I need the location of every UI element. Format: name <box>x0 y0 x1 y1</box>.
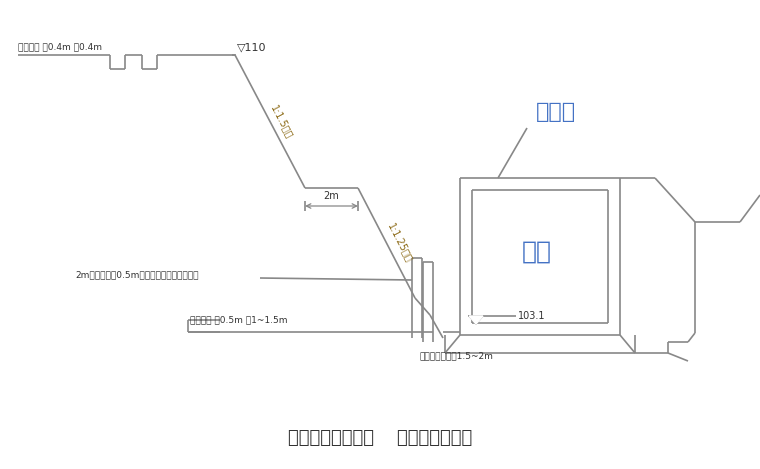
Text: 2m松木桩间距0.5m插入边坡上用竹篱笆围拦: 2m松木桩间距0.5m插入边坡上用竹篱笆围拦 <box>75 271 198 280</box>
Text: ▽110: ▽110 <box>237 42 267 52</box>
Text: 2m: 2m <box>323 191 339 201</box>
Text: 103.1: 103.1 <box>518 311 546 321</box>
Text: 基坑: 基坑 <box>522 240 552 264</box>
Text: 排水明沟 深0.5m 宽1~1.5m: 排水明沟 深0.5m 宽1~1.5m <box>190 316 287 325</box>
Text: 排水明沟 深0.4m 宽0.4m: 排水明沟 深0.4m 宽0.4m <box>18 43 102 52</box>
Text: 需要时增加松木桩    边坡加固示意图: 需要时增加松木桩 边坡加固示意图 <box>288 429 472 447</box>
Text: 引水渠: 引水渠 <box>536 102 576 122</box>
Text: 1:1.25坡坡: 1:1.25坡坡 <box>386 222 415 264</box>
Polygon shape <box>469 316 483 324</box>
Text: 1:1.5坡坡: 1:1.5坡坡 <box>269 103 295 140</box>
Text: 邦手架搭设宽度1.5~2m: 邦手架搭设宽度1.5~2m <box>420 351 494 361</box>
